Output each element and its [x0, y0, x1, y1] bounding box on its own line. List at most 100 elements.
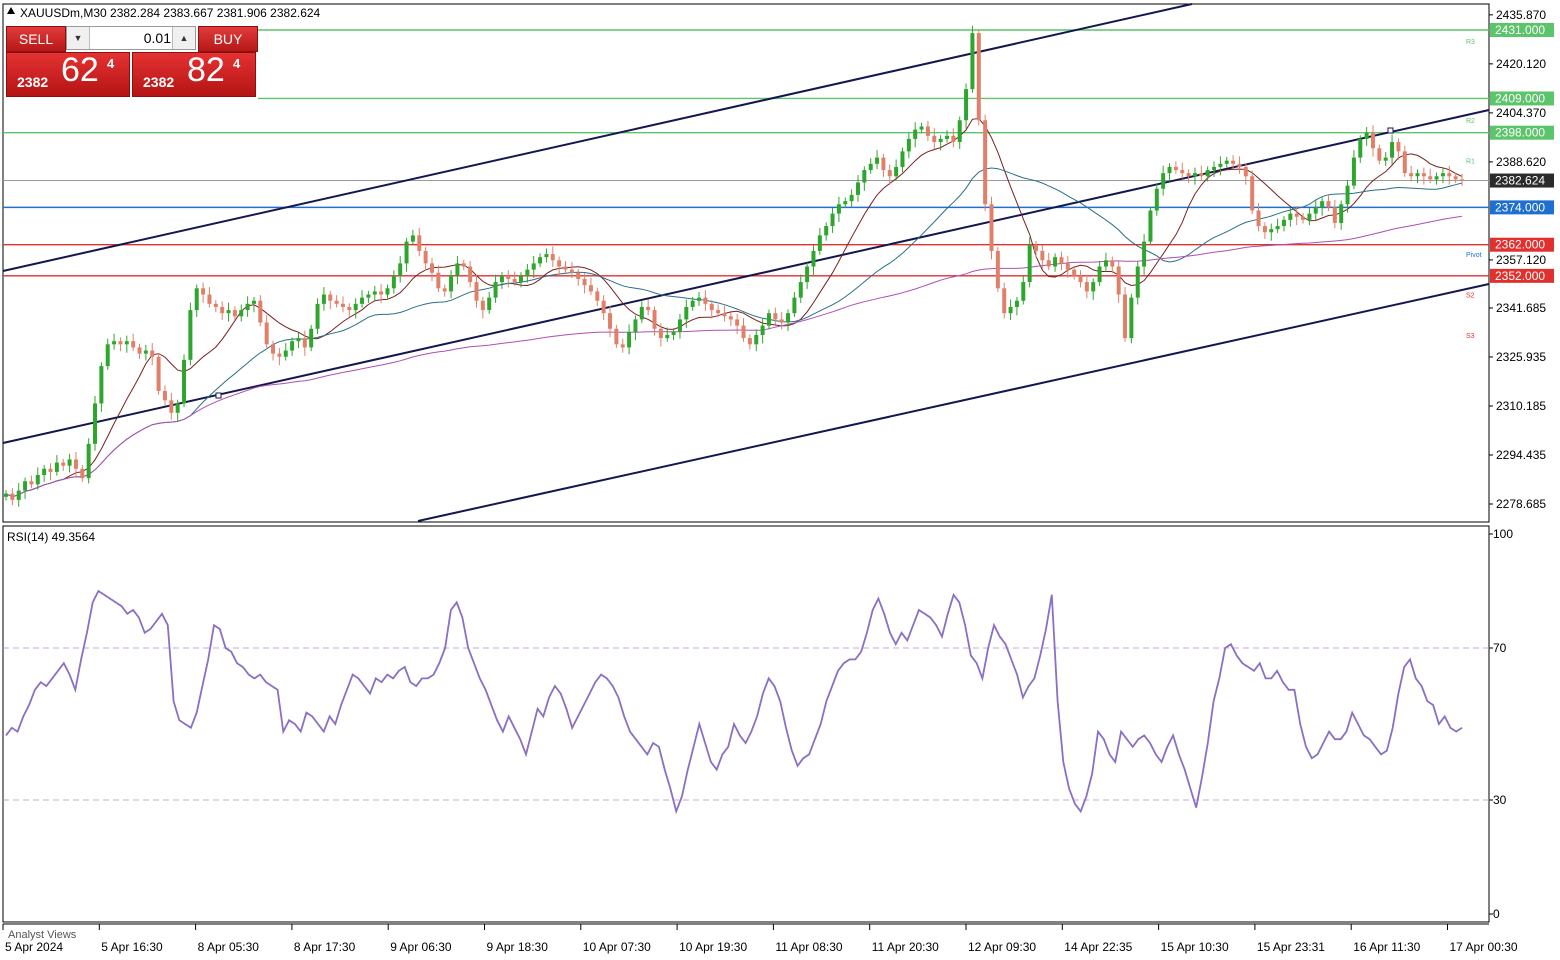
candle-body: [1091, 282, 1096, 292]
candle-body: [754, 334, 759, 345]
time-tick-label: 10 Apr 07:30: [583, 940, 651, 954]
price-tick-label: 2420.120: [1496, 57, 1546, 71]
candle-body: [1103, 260, 1108, 267]
volume-input[interactable]: [91, 27, 173, 49]
volume-stepper[interactable]: ▼ ▲: [66, 26, 196, 50]
candle-body: [1084, 282, 1089, 292]
price-tick-label: 2325.935: [1496, 350, 1546, 364]
candle-body: [449, 275, 454, 292]
candle-body: [735, 319, 740, 326]
rsi-label: RSI(14) 49.3564: [7, 530, 95, 544]
candle-body: [10, 493, 15, 500]
candle-body: [1377, 148, 1382, 161]
level-price-tag: [1490, 268, 1554, 283]
candle-body: [811, 250, 816, 267]
candle-body: [919, 126, 924, 130]
candle-body: [1243, 166, 1248, 177]
candle-body: [595, 291, 600, 301]
anchor-point: [1387, 127, 1394, 134]
candle-body: [1288, 213, 1293, 220]
candle-body: [1078, 275, 1083, 283]
candle-body: [105, 344, 110, 367]
candle-body: [80, 468, 85, 479]
candle-body: [417, 235, 422, 251]
candle-body: [1332, 207, 1337, 223]
candle-body: [1097, 266, 1102, 283]
candle-body: [887, 170, 892, 177]
rsi-tick-label: 30: [1493, 793, 1507, 807]
time-tick-label: 10 Apr 19:30: [679, 940, 747, 954]
time-tick-label: 16 Apr 11:30: [1353, 940, 1420, 954]
candle-body: [608, 313, 613, 329]
candle-body: [1212, 166, 1217, 171]
candle-body: [716, 310, 721, 314]
rsi-tick-label: 0: [1493, 907, 1500, 921]
candle-body: [1262, 226, 1267, 233]
chevron-down-icon[interactable]: ▼: [67, 27, 90, 49]
candle-body: [843, 201, 848, 205]
candle-body: [461, 263, 466, 267]
candle-body: [1440, 173, 1445, 177]
candle-body: [143, 350, 148, 354]
candle-body: [836, 204, 841, 214]
candle-body: [1059, 257, 1064, 264]
pivot-label: R1: [1466, 159, 1475, 166]
candle-body: [855, 182, 860, 195]
candle-body: [722, 313, 727, 317]
chevron-up-icon[interactable]: ▲: [172, 27, 195, 49]
candle-body: [410, 235, 415, 242]
candle-body: [531, 263, 536, 270]
buy-quote[interactable]: 2382 82 4: [132, 51, 256, 97]
candle-body: [118, 341, 123, 345]
candle-body: [913, 129, 918, 139]
pivot-label: R3: [1466, 39, 1475, 46]
candle-body: [1040, 250, 1045, 261]
level-price-tag: [1490, 125, 1554, 140]
candle-body: [321, 294, 326, 304]
candle-body: [340, 303, 345, 307]
candle-body: [951, 135, 956, 143]
candle-body: [328, 294, 333, 301]
candle-body: [1072, 269, 1077, 276]
buy-quote-prefix: 2382: [143, 74, 175, 90]
candle-body: [493, 282, 498, 298]
candle-body: [862, 170, 867, 183]
current-price-tag: [1490, 173, 1554, 188]
rsi-tick-label: 70: [1493, 641, 1507, 655]
level-price-label: 2374.000: [1495, 200, 1545, 214]
candle-body: [169, 400, 174, 413]
candle-body: [353, 303, 358, 311]
buy-button[interactable]: BUY: [198, 26, 258, 52]
candle-body: [550, 254, 555, 261]
candle-body: [1345, 185, 1350, 205]
channel-line: [417, 283, 1490, 522]
candle-body: [1421, 173, 1426, 177]
sell-button[interactable]: SELL: [6, 26, 66, 52]
level-price-tag: [1490, 91, 1554, 106]
candle-body: [633, 319, 638, 332]
candle-body: [1301, 216, 1306, 220]
candle-body: [1326, 201, 1331, 208]
candle-body: [468, 266, 473, 283]
candle-body: [67, 459, 72, 466]
candle-body: [697, 297, 702, 301]
candle-body: [1447, 173, 1452, 177]
candle-body: [925, 126, 930, 136]
time-tick-label: 8 Apr 17:30: [294, 940, 356, 954]
moving-average-line: [5, 167, 1463, 498]
analyst-views-label[interactable]: Analyst Views: [8, 929, 77, 941]
candle-body: [391, 275, 396, 289]
candle-body: [1002, 288, 1007, 314]
candle-body: [824, 226, 829, 236]
candle-body: [86, 443, 91, 479]
time-tick-label: 11 Apr 08:30: [775, 940, 842, 954]
candle-body: [786, 313, 791, 323]
candle-body: [258, 300, 263, 323]
candle-body: [1237, 163, 1242, 167]
sell-quote[interactable]: 2382 62 4: [6, 51, 130, 97]
candle-body: [588, 285, 593, 292]
candle-body: [309, 328, 314, 348]
candle-body: [436, 272, 441, 289]
level-price-tag: [1490, 23, 1554, 37]
